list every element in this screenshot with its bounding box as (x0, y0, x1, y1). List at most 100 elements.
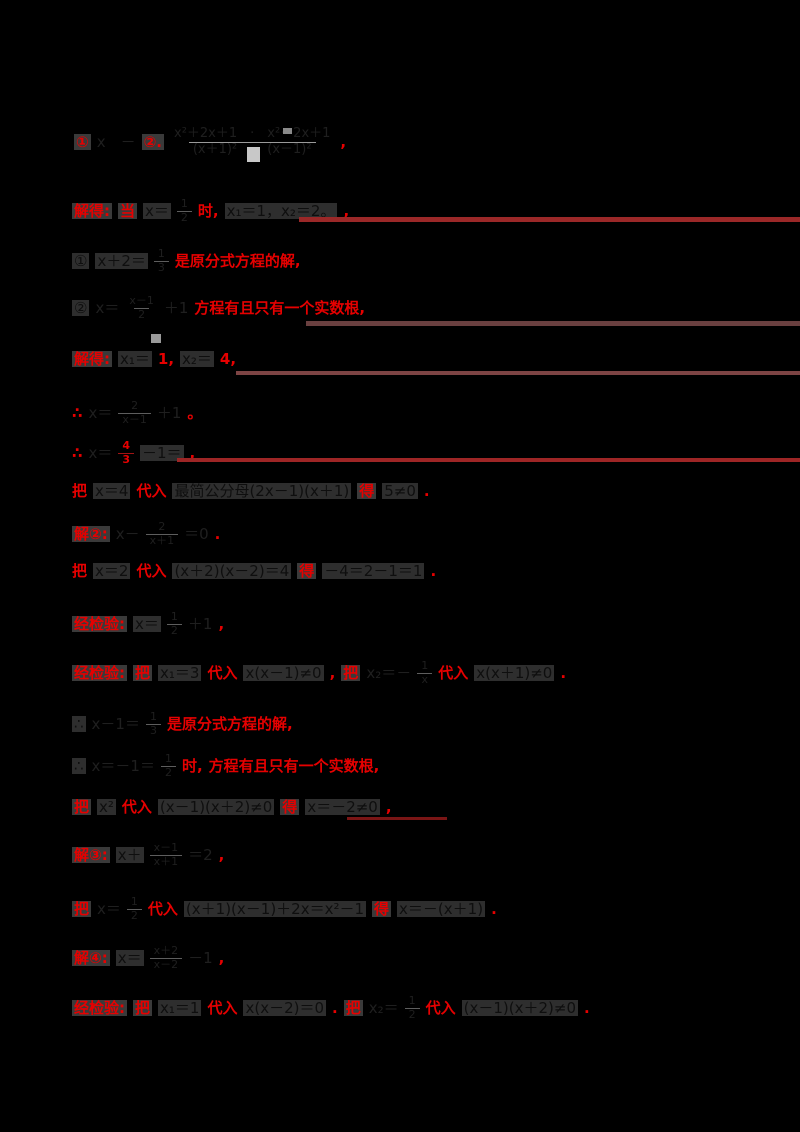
solution-row-17: 把 x＝ 1 2 代入 (x＋1)(x－1)＋2x＝x²－1 得 x＝－(x＋1). (72, 891, 497, 927)
solution-row-4: ② x＝ x－1 2 ＋1 方程有且只有一个实数根, (72, 290, 365, 326)
glyph-fragment-3 (283, 128, 292, 134)
solution-row-2: 解得: 当 x＝ 1 2 时, x₁＝1，x₂＝2。, (72, 196, 349, 224)
math-fragment: x＝ (133, 614, 161, 633)
answer-fragment: , (218, 614, 225, 633)
math-fragment: ∴ (72, 756, 86, 775)
solution-row-11: 经检验: x＝ 1 2 ＋1, (72, 606, 224, 642)
fraction: x－1 2 (125, 293, 158, 322)
fraction-numerator: x－1 (129, 293, 154, 307)
fraction-numerator: 2 (158, 519, 166, 533)
fraction-numerator: 1 (170, 609, 178, 623)
answer-fragment: , (385, 797, 392, 816)
fraction-numerator: 4 (122, 438, 130, 452)
math-fragment: ＋1 (187, 614, 213, 633)
answer-fragment: 得 (297, 561, 317, 580)
solution-row-3: ① x＋2＝ 1 3 是原分式方程的解, (72, 247, 301, 275)
answer-fragment: 得 (280, 797, 300, 816)
answer-fragment: 时, (181, 756, 203, 775)
answer-fragment: 把 (72, 899, 92, 918)
math-fragment: ＋1 (163, 298, 189, 317)
math-fragment: x(x＋1)≠0 (474, 663, 555, 682)
answer-fragment: ②. (141, 132, 164, 151)
answer-fragment: 是原分式方程的解, (166, 714, 293, 733)
answer-fragment: 代入 (136, 481, 167, 500)
answer-fragment: . (491, 899, 497, 918)
math-fragment: x－1＝ (91, 714, 140, 733)
answer-fragment: , (329, 663, 336, 682)
fraction-numerator: x²＋2x＋1 · x²－2x＋1 (174, 125, 331, 141)
math-fragment: (x－1)(x＋2)≠0 (157, 797, 275, 816)
math-fragment: x₁＝1 (158, 998, 202, 1017)
fraction-denominator: 3 (118, 452, 134, 467)
math-fragment: x₂＝ (368, 998, 399, 1017)
math-fragment: 最简公分母(2x－1)(x＋1) (172, 481, 352, 500)
answer-fragment: ∴ (72, 443, 83, 462)
fraction-denominator: 2 (160, 765, 176, 780)
fraction: 2 x＋1 (145, 519, 179, 547)
math-fragment: ＋1 (156, 403, 182, 422)
fraction-numerator: 1 (157, 246, 165, 260)
fraction-numerator: 1 (408, 993, 416, 1007)
answer-fragment: 解②: (72, 524, 110, 543)
answer-fragment: ∴ (72, 403, 83, 422)
math-fragment: x₁＝1，x₂＝2。 (224, 201, 338, 220)
answer-underline-3 (236, 371, 800, 375)
math-fragment: x＋2＝ (95, 251, 148, 270)
fraction-denominator: 3 (145, 723, 161, 738)
fraction-numerator: 1 (130, 894, 138, 908)
math-fragment: x＝－2≠0 (305, 797, 380, 816)
solution-row-9: 解②: x－ 2 x＋1 ＝0. (72, 517, 220, 551)
answer-fragment: 解③: (72, 845, 110, 864)
answer-fragment: 。 (187, 403, 203, 422)
answer-underline-2 (306, 321, 800, 326)
answer-fragment: 代入 (136, 561, 167, 580)
answer-fragment: 解④: (72, 948, 110, 967)
answer-fragment: 代入 (121, 797, 152, 816)
answer-fragment: 把 (72, 561, 88, 580)
solution-row-12: 经检验: 把 x₁＝3 代入 x(x－1)≠0, 把 x₂＝－ 1 x 代入 x(x＋1)≠0. (72, 655, 566, 691)
math-fragment: －4＝2－1＝1 (322, 561, 425, 580)
fraction-numerator: x－1 (153, 840, 179, 854)
answer-underline-1 (299, 217, 800, 222)
fraction-denominator: 2 (134, 307, 150, 322)
math-fragment: ② (72, 298, 90, 317)
fraction-numerator: x＋2 (153, 943, 179, 957)
fraction-numerator: 1 (180, 196, 188, 210)
math-fragment: x₁＝ (118, 349, 152, 368)
solution-row-14: ∴ x＝－1＝ 1 2 时, 方程有且只有一个实数根, (72, 747, 379, 785)
math-fragment: ① (72, 251, 90, 270)
solution-row-7: ∴ x＝ 4 3 －1＝, (72, 438, 195, 467)
math-fragment: x＝－1＝ (91, 756, 155, 775)
math-fragment: x(x－2)＝0 (243, 998, 327, 1017)
answer-fragment: 4, (219, 349, 237, 368)
answer-fragment: 代入 (207, 998, 238, 1017)
fraction-numerator: 2 (131, 398, 139, 412)
fraction-numerator: 1 (421, 658, 429, 672)
answer-fragment: 把 (133, 998, 153, 1017)
answer-fragment: ① (74, 132, 91, 151)
answer-fragment: 经检验: (72, 663, 127, 682)
answer-fragment: 解得: (72, 349, 112, 368)
math-fragment: x － (96, 132, 136, 151)
answer-fragment: , (340, 132, 347, 151)
answer-fragment: . (423, 481, 430, 500)
fraction: x＋2 x－2 (149, 943, 183, 971)
fraction-denominator: x＋1 (149, 854, 183, 869)
answer-underline-segment (347, 817, 447, 820)
answer-fragment: 代入 (147, 899, 178, 918)
answer-fragment: 经检验: (72, 614, 127, 633)
answer-fragment: 代入 (438, 663, 469, 682)
answer-fragment: , (218, 948, 225, 967)
fraction-denominator: 3 (153, 260, 169, 275)
math-fragment: x＝ (97, 899, 121, 918)
answer-fragment: , (218, 845, 225, 864)
math-fragment: ＝2 (188, 845, 213, 864)
fraction-numerator: 1 (164, 751, 172, 765)
math-fragment: ＝0 (184, 524, 209, 543)
fraction-denominator: 2 (126, 908, 142, 923)
